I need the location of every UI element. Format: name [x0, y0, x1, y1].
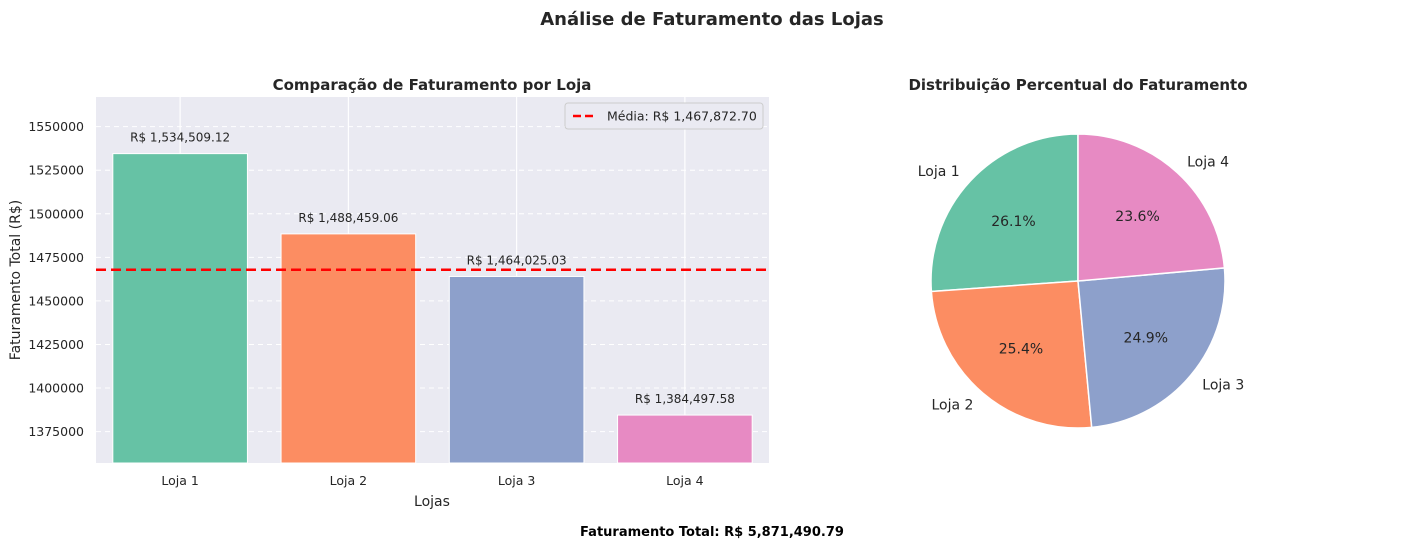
- bar-value-label: R$ 1,534,509.12: [130, 131, 230, 145]
- bar-chart-title: Comparação de Faturamento por Loja: [273, 76, 592, 94]
- pie-chart: Distribuição Percentual do Faturamento 2…: [908, 76, 1248, 429]
- bar: [448, 275, 585, 464]
- bar-value-label: R$ 1,488,459.06: [298, 211, 398, 225]
- pie-category-label: Loja 1: [918, 164, 960, 180]
- pie-percent-label: 23.6%: [1115, 209, 1159, 225]
- pie-percent-label: 25.4%: [999, 341, 1043, 357]
- pie-category-label: Loja 4: [1187, 155, 1229, 171]
- pie-labels: 26.1% Loja 1 25.4% Loja 2 24.9% Loja 3 23.6% Lo…: [918, 155, 1245, 414]
- bar: [280, 233, 417, 464]
- bar-value-label: R$ 1,464,025.03: [467, 253, 567, 267]
- y-tick-label: 1500000: [28, 206, 84, 221]
- y-tick-label: 1375000: [28, 424, 84, 439]
- pie-category-label: Loja 2: [931, 397, 973, 413]
- pie-percent-label: 24.9%: [1124, 330, 1168, 346]
- x-tick-label: Loja 1: [161, 473, 198, 488]
- pie-category-label: Loja 3: [1202, 377, 1244, 393]
- x-axis-label: Lojas: [414, 494, 450, 510]
- y-tick-label: 1450000: [28, 293, 84, 308]
- pie-slice: [1077, 267, 1226, 429]
- y-tick-label: 1400000: [28, 381, 84, 396]
- pie-chart-title: Distribuição Percentual do Faturamento: [908, 76, 1247, 94]
- pie-percent-label: 26.1%: [991, 214, 1035, 230]
- y-tick-label: 1425000: [28, 337, 84, 352]
- y-tick-label: 1550000: [28, 119, 84, 134]
- bar: [617, 414, 753, 464]
- bar-series: R$ 1,534,509.12 R$ 1,488,459.06 R$ 1,464,0…: [112, 131, 753, 464]
- pie-slice: [930, 280, 1093, 429]
- x-tick-label: Loja 2: [330, 473, 367, 488]
- x-tick-label: Loja 3: [498, 473, 535, 488]
- y-tick-label: 1475000: [28, 250, 84, 265]
- legend-box: [564, 102, 764, 130]
- y-axis-label: Faturamento Total (R$): [8, 200, 24, 360]
- bar-legend: Média: R$ 1,467,872.70: [564, 102, 764, 130]
- pie-slice: [1077, 133, 1226, 282]
- total-revenue-footer: Faturamento Total: R$ 5,871,490.79: [580, 525, 844, 540]
- bar-chart: Comparação de Faturamento por Loja R$ 1,…: [8, 76, 769, 510]
- y-axis-ticks: 1375000 1400000 1425000 1450000 1475000 15000…: [28, 119, 84, 439]
- legend-mean-label: Média: R$ 1,467,872.70: [607, 109, 757, 124]
- x-axis-ticks: Loja 1 Loja 2 Loja 3 Loja 4: [161, 473, 703, 488]
- figure-suptitle: Análise de Faturamento das Lojas: [540, 9, 884, 30]
- pie-slices: [930, 133, 1226, 429]
- bar-value-label: R$ 1,384,497.58: [635, 392, 735, 406]
- pie-slice: [930, 133, 1079, 293]
- x-tick-label: Loja 4: [666, 473, 703, 488]
- y-tick-label: 1525000: [28, 163, 84, 178]
- bar: [112, 153, 248, 464]
